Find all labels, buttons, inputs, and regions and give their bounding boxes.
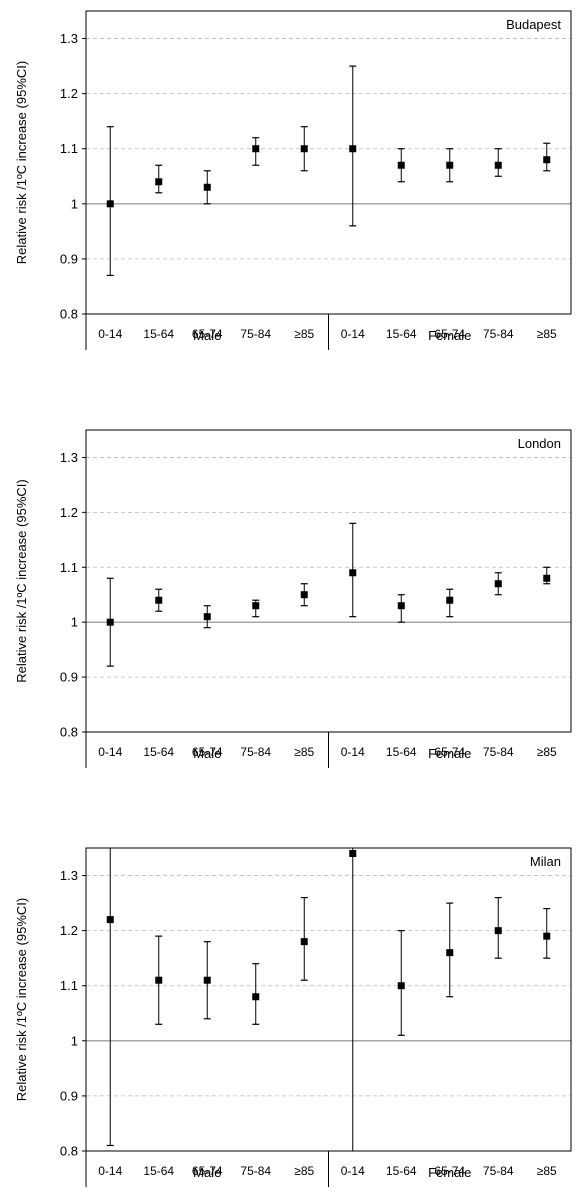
x-tick-label: 75-84	[483, 1164, 514, 1178]
data-point	[106, 618, 114, 626]
data-point	[397, 602, 405, 610]
group-label: Female	[428, 746, 471, 761]
data-point	[300, 938, 308, 946]
chart-title: Budapest	[506, 17, 561, 32]
chart-title: London	[518, 436, 561, 451]
x-tick-label: ≥85	[537, 327, 557, 341]
data-point	[300, 145, 308, 153]
x-tick-label: 15-64	[143, 327, 174, 341]
y-tick-label: 1.3	[60, 868, 78, 883]
y-tick-label: 0.8	[60, 307, 78, 322]
data-point	[543, 574, 551, 582]
x-tick-label: 0-14	[341, 327, 365, 341]
data-point	[349, 569, 357, 577]
x-tick-label: ≥85	[294, 1164, 314, 1178]
y-tick-label: 1	[71, 615, 78, 630]
x-tick-label: 15-64	[386, 745, 417, 759]
x-tick-label: 65-74	[192, 745, 223, 759]
data-point	[543, 932, 551, 940]
data-point	[494, 927, 502, 935]
data-point	[252, 602, 260, 610]
data-point	[494, 580, 502, 588]
x-tick-label: 0-14	[98, 327, 122, 341]
y-axis-label: Relative risk /1ºC increase (95%CI)	[14, 479, 29, 682]
data-point	[203, 183, 211, 191]
chart-panel-3: 0.8 0.9 1 1.1 1.2 1.3 Relative risk /1ºC incre…	[14, 847, 572, 1187]
data-point	[203, 613, 211, 621]
x-tick-label: 65-74	[192, 1164, 223, 1178]
y-tick-label: 0.9	[60, 1088, 78, 1103]
x-tick-label: 15-64	[143, 745, 174, 759]
y-tick-label: 1.3	[60, 31, 78, 46]
x-tick-label: ≥85	[294, 745, 314, 759]
x-tick-label: 75-84	[240, 745, 271, 759]
data-point	[543, 156, 551, 164]
y-tick-label: 1.2	[60, 86, 78, 101]
group-label: Female	[428, 328, 471, 343]
x-tick-label: 65-74	[434, 745, 465, 759]
x-tick-label: 65-74	[192, 327, 223, 341]
y-axis-label: Relative risk /1ºC increase (95%CI)	[14, 61, 29, 264]
data-point	[106, 200, 114, 208]
data-point	[203, 976, 211, 984]
group-label: Male	[193, 328, 221, 343]
data-point	[252, 145, 260, 153]
x-tick-label: 75-84	[483, 327, 514, 341]
x-tick-label: 65-74	[434, 1164, 465, 1178]
x-tick-label: 0-14	[341, 1164, 365, 1178]
data-point	[155, 178, 163, 186]
data-point	[397, 982, 405, 990]
x-tick-label: 75-84	[240, 327, 271, 341]
x-tick-label: 75-84	[240, 1164, 271, 1178]
data-point	[446, 161, 454, 169]
x-tick-label: 15-64	[143, 1164, 174, 1178]
data-point	[155, 596, 163, 604]
group-label: Female	[428, 1165, 471, 1180]
group-label: Male	[193, 1165, 221, 1180]
y-tick-label: 1.1	[60, 141, 78, 156]
chart-panel-2: 0.8 0.9 1 1.1 1.2 1.3 Relative risk /1ºC incre…	[14, 429, 572, 768]
y-tick-label: 1	[71, 1033, 78, 1048]
data-point	[349, 145, 357, 153]
data-point	[252, 993, 260, 1001]
y-tick-label: 1.1	[60, 978, 78, 993]
y-tick-label: 1.2	[60, 923, 78, 938]
data-point	[155, 976, 163, 984]
y-tick-label: 0.8	[60, 1144, 78, 1159]
x-tick-label: 15-64	[386, 327, 417, 341]
y-tick-label: 0.8	[60, 725, 78, 740]
x-tick-label: 0-14	[98, 745, 122, 759]
chart-panel-1: 0.8 0.9 1 1.1 1.2 1.3 Relative risk /1ºC incre…	[14, 10, 572, 350]
data-point	[494, 161, 502, 169]
data-point	[300, 591, 308, 599]
x-tick-label: 65-74	[434, 327, 465, 341]
chart-title: Milan	[530, 854, 561, 869]
y-tick-label: 1.1	[60, 560, 78, 575]
y-tick-label: 0.9	[60, 670, 78, 685]
x-tick-label: 75-84	[483, 745, 514, 759]
y-axis-label: Relative risk /1ºC increase (95%CI)	[14, 898, 29, 1101]
y-tick-label: 1.2	[60, 505, 78, 520]
x-tick-label: 0-14	[341, 745, 365, 759]
x-tick-label: ≥85	[537, 745, 557, 759]
data-point	[446, 596, 454, 604]
y-tick-label: 0.9	[60, 251, 78, 266]
x-tick-label: 15-64	[386, 1164, 417, 1178]
x-tick-label: ≥85	[537, 1164, 557, 1178]
data-point	[349, 850, 357, 858]
x-tick-label: 0-14	[98, 1164, 122, 1178]
data-point	[106, 916, 114, 924]
x-tick-label: ≥85	[294, 327, 314, 341]
y-tick-label: 1	[71, 196, 78, 211]
data-point	[446, 949, 454, 957]
data-point	[397, 161, 405, 169]
y-tick-label: 1.3	[60, 450, 78, 465]
group-label: Male	[193, 746, 221, 761]
